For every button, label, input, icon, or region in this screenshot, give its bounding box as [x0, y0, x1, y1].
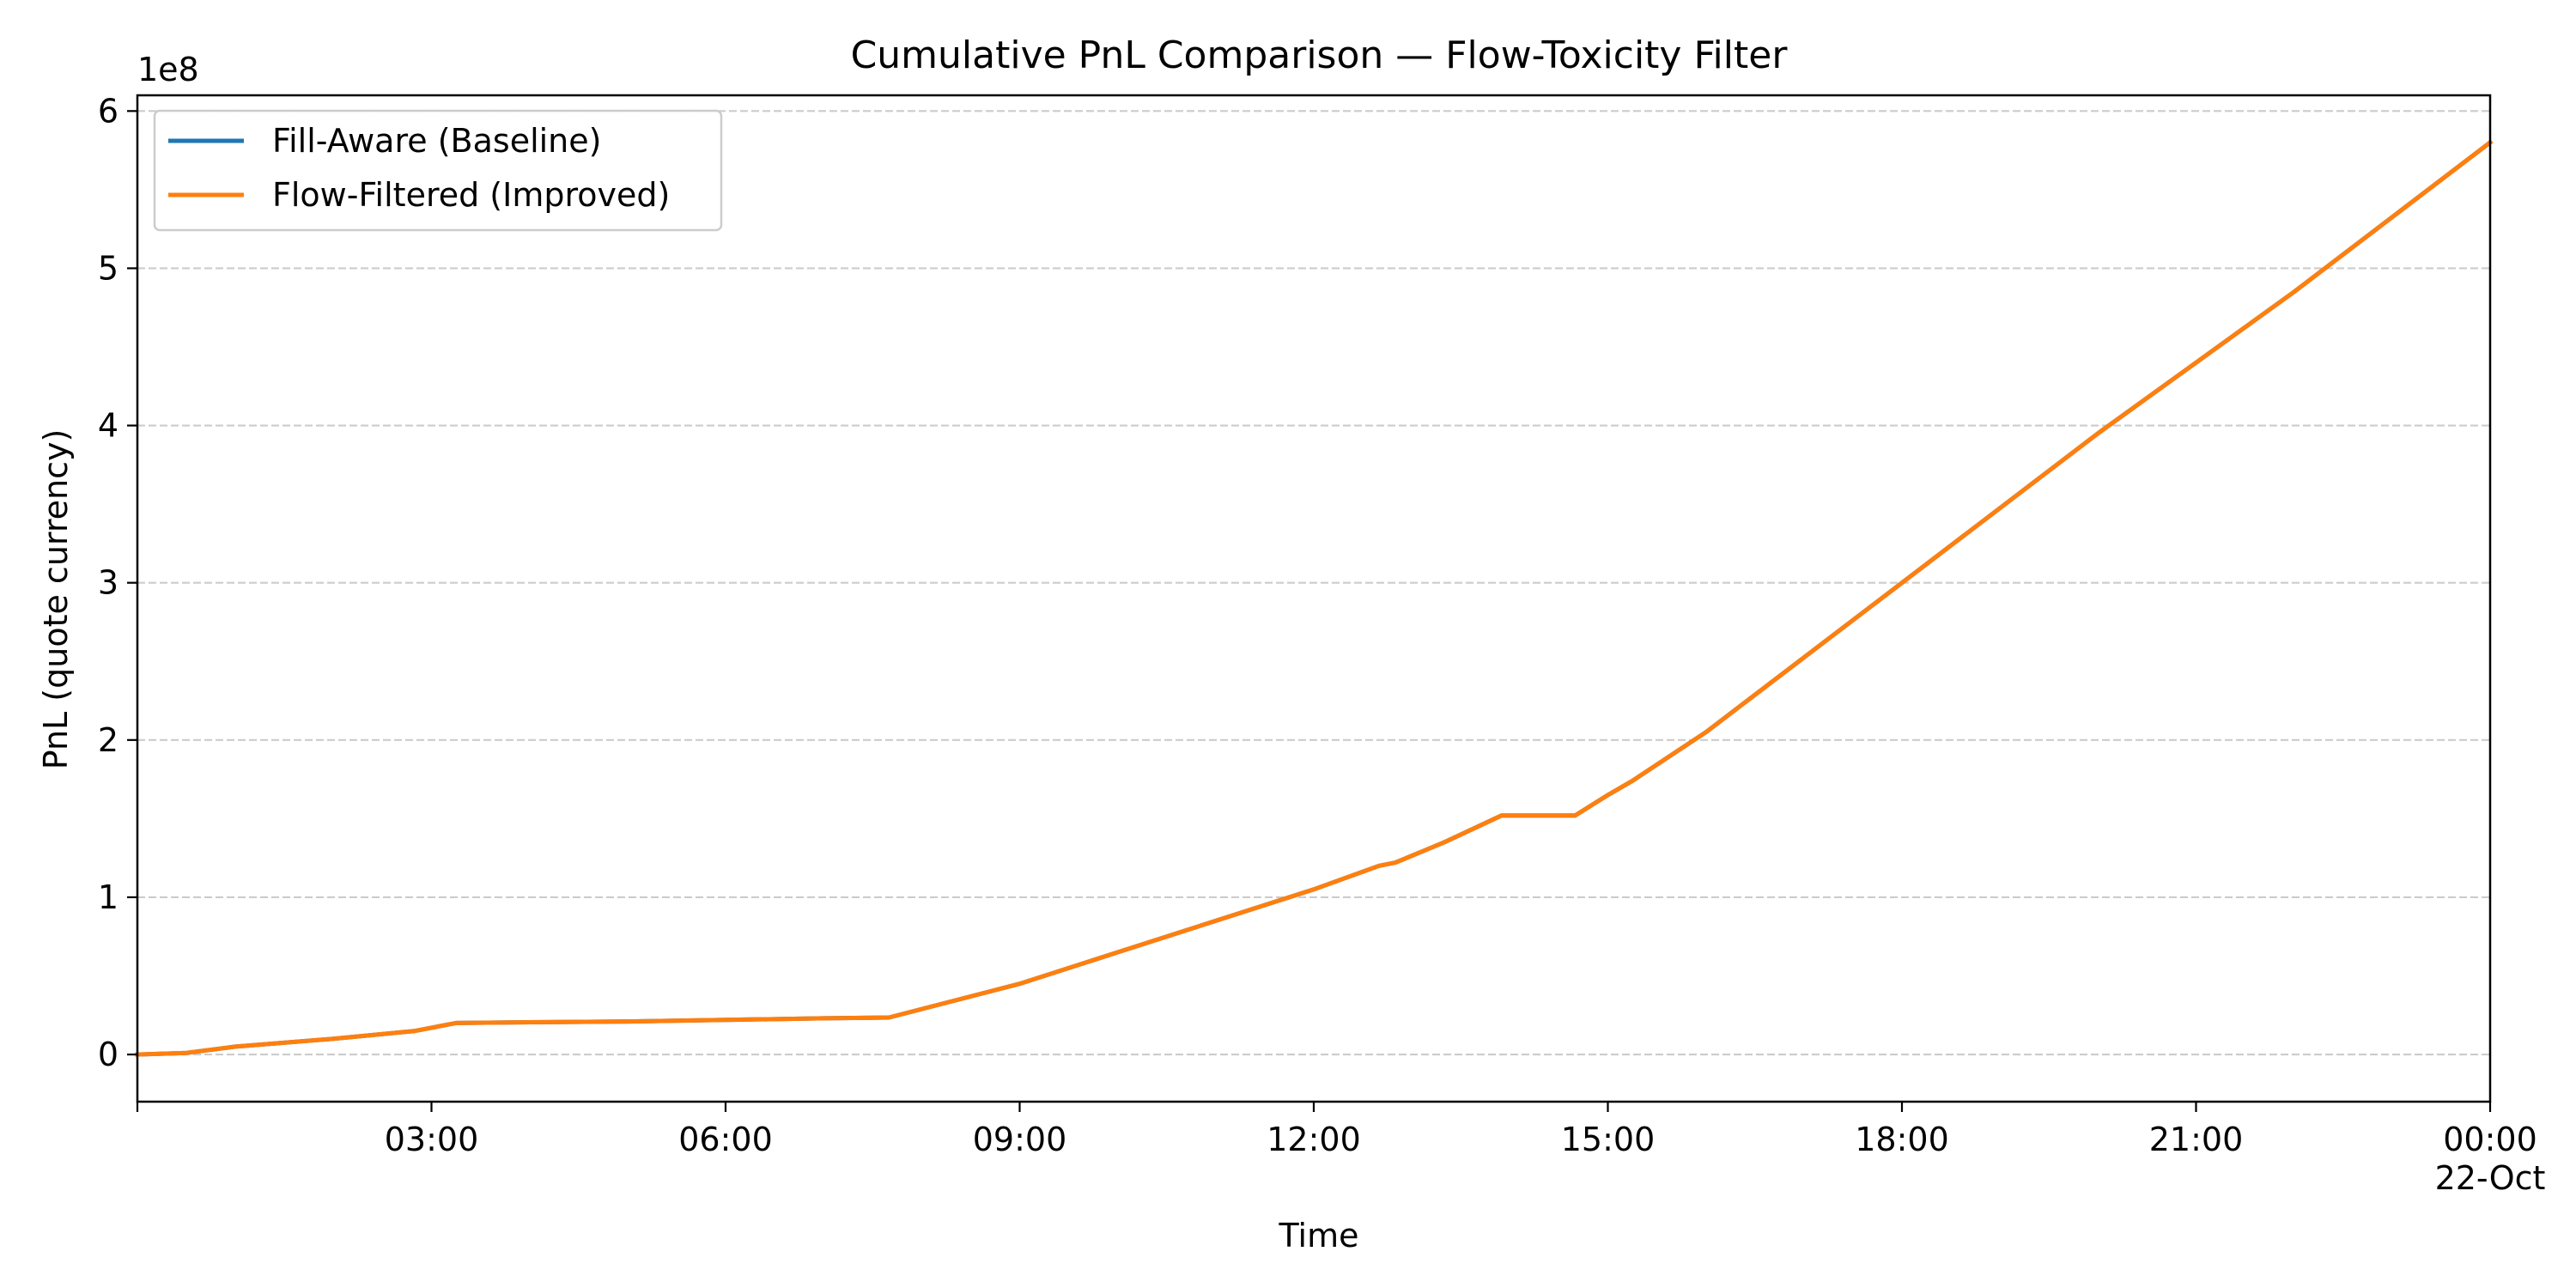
y-tick-label: 3: [98, 564, 118, 602]
y-tick-label: 6: [98, 92, 118, 130]
y-tick-label: 5: [98, 249, 118, 287]
grid-lines: [137, 110, 2490, 1056]
x-tick-label: 09:00: [973, 1121, 1067, 1158]
x-tick-label: 03:00: [385, 1121, 479, 1158]
x-tick-sublabel: 22-Oct: [2435, 1159, 2546, 1197]
y-offset-text: 1e8: [137, 51, 199, 88]
chart-title: Cumulative PnL Comparison — Flow-Toxicit…: [851, 33, 1789, 77]
x-tick-label: 06:00: [678, 1121, 773, 1158]
y-axis-label: PnL (quote currency): [37, 429, 75, 770]
series-line-0: [135, 139, 2494, 1057]
x-tick-label: 18:00: [1855, 1121, 1949, 1158]
legend: Fill-Aware (Baseline) Flow-Filtered (Imp…: [153, 109, 723, 232]
legend-box: [153, 109, 723, 232]
x-tick-label: 12:00: [1267, 1121, 1361, 1158]
x-axis-ticks: 03:00 06:00 09:00 12:00 15:00 18:00 21:00 00:00…: [136, 1102, 2546, 1197]
y-tick-label: 1: [98, 878, 118, 916]
series-lines: [135, 139, 2494, 1057]
x-axis-label: Time: [1279, 1217, 1359, 1255]
x-tick-label: 00:00: [2443, 1121, 2537, 1158]
series-line-1: [135, 139, 2494, 1057]
x-tick-label: 15:00: [1561, 1121, 1656, 1158]
y-tick-label: 0: [98, 1036, 118, 1073]
legend-label-improved: Flow-Filtered (Improved): [272, 176, 670, 214]
y-tick-label: 2: [98, 721, 118, 759]
plot-frame: [136, 94, 2492, 1103]
legend-label-baseline: Fill-Aware (Baseline): [272, 122, 601, 160]
y-axis-ticks: 0 1 2 3 4 5 6: [98, 92, 137, 1073]
x-tick-label: 21:00: [2149, 1121, 2244, 1158]
y-tick-label: 4: [98, 407, 118, 445]
